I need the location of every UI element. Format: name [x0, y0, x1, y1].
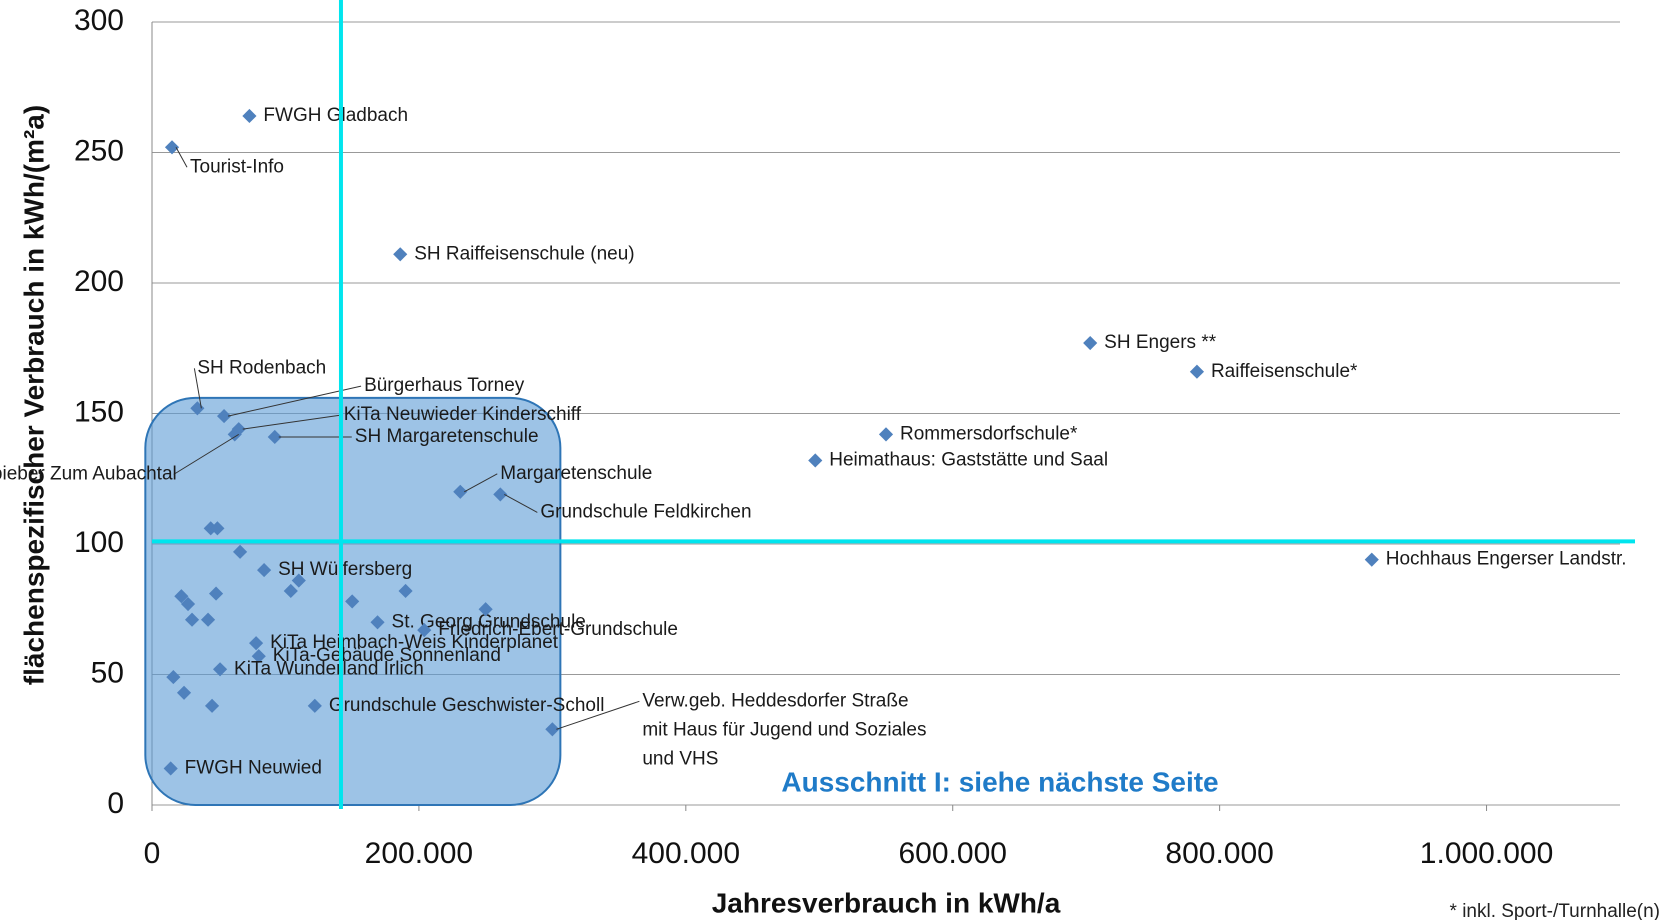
point-label: SH Wülfersberg — [278, 559, 412, 580]
point-label: SH Raiffeisenschule (neu) — [414, 243, 634, 264]
data-point — [417, 623, 432, 638]
data-point — [163, 761, 178, 776]
data-point — [878, 427, 894, 442]
point-label: KiTa Oberbieber Zum Aubachtal — [0, 463, 177, 484]
point-label: Rommersdorfschule* — [900, 423, 1078, 444]
point-label: SH Rodenbach — [197, 357, 326, 378]
leader-line — [227, 385, 362, 417]
y-tick-label: 300 — [74, 4, 124, 37]
data-point — [257, 563, 272, 578]
y-axis-title: flächenspezifischer Verbrauch in kWh/(m²… — [18, 105, 49, 685]
data-point — [200, 612, 216, 627]
point-label: KiTa Neuwieder Kinderschiff — [344, 404, 582, 425]
point-label: Tourist-Info — [190, 156, 284, 177]
data-point — [210, 521, 225, 536]
data-point — [453, 484, 468, 499]
y-tick-label: 0 — [107, 787, 124, 820]
data-point — [283, 583, 298, 599]
data-point — [1189, 364, 1205, 379]
data-point — [180, 596, 196, 612]
point-label: Friedrich-Ebert-Grundschule — [438, 619, 678, 640]
data-point — [393, 247, 408, 262]
leader-line — [175, 147, 188, 168]
x-tick-label: 400.000 — [632, 837, 740, 870]
leader-line — [173, 433, 240, 475]
data-point — [242, 108, 257, 124]
x-tick-label: 1.000.000 — [1420, 837, 1553, 870]
data-point — [478, 602, 493, 617]
leader-line — [193, 368, 202, 409]
data-point — [307, 698, 322, 713]
leader-line — [504, 493, 538, 513]
data-point — [370, 615, 385, 630]
x-tick-label: 800.000 — [1165, 837, 1273, 870]
point-label: Verw.geb. Heddesdorfer Straße — [642, 690, 908, 711]
data-point — [251, 649, 266, 664]
point-label: Grundschule Geschwister-Scholl — [329, 695, 605, 716]
data-point — [249, 636, 264, 651]
data-point — [212, 662, 228, 677]
point-label: FWGH Gladbach — [263, 105, 408, 126]
data-point — [204, 698, 220, 713]
point-label: Hochhaus Engerser Landstr. — [1386, 549, 1627, 570]
data-point — [166, 670, 181, 685]
data-point — [176, 685, 192, 700]
data-point — [398, 583, 413, 599]
point-label: SH Margaretenschule — [355, 426, 539, 447]
point-label: Heimathaus: Gaststätte und Saal — [829, 449, 1108, 470]
point-label: SH Engers ** — [1104, 332, 1217, 353]
leader-line — [464, 473, 498, 493]
leader-line — [556, 700, 640, 730]
y-tick-label: 50 — [91, 656, 124, 689]
x-tick-label: 0 — [144, 837, 161, 870]
point-label: FWGH Neuwied — [185, 757, 322, 778]
y-tick-label: 100 — [74, 526, 124, 559]
point-label: mit Haus für Jugend und Soziales — [642, 719, 926, 740]
point-label: KiTa Wunderland Irlich — [234, 658, 424, 679]
point-label: KiTa-Gebäude Sonnenland — [273, 645, 501, 666]
data-point — [164, 140, 180, 155]
point-label: Bürgerhaus Torney — [364, 375, 525, 396]
point-label: St. Georg Grundschule — [392, 611, 586, 632]
x-tick-label: 200.000 — [365, 837, 473, 870]
leader-line — [242, 414, 341, 430]
x-axis-title: Jahresverbrauch in kWh/a — [712, 887, 1061, 918]
data-point — [227, 427, 242, 442]
data-point — [291, 573, 306, 588]
data-point — [208, 586, 224, 601]
data-point — [174, 589, 189, 604]
y-tick-label: 150 — [74, 395, 124, 428]
data-point — [1364, 552, 1379, 567]
data-point — [808, 453, 823, 468]
x-tick-label: 600.000 — [899, 837, 1007, 870]
data-point — [1083, 335, 1098, 351]
point-label: Raiffeisenschule* — [1211, 361, 1358, 382]
data-point — [233, 544, 248, 559]
data-point — [545, 722, 560, 737]
point-label: Margaretenschule — [500, 463, 652, 484]
y-tick-label: 250 — [74, 134, 124, 167]
data-point — [216, 409, 232, 424]
data-point — [345, 594, 360, 609]
point-label: und VHS — [642, 748, 718, 769]
point-label: Grundschule Feldkirchen — [540, 501, 751, 522]
annotation: Ausschnitt I: siehe nächste Seite — [781, 766, 1218, 797]
footnote: * inkl. Sport-/Turnhalle(n) — [1450, 901, 1660, 920]
data-point — [184, 612, 200, 627]
y-tick-label: 200 — [74, 265, 124, 298]
data-point — [493, 487, 508, 502]
data-point — [267, 429, 282, 445]
